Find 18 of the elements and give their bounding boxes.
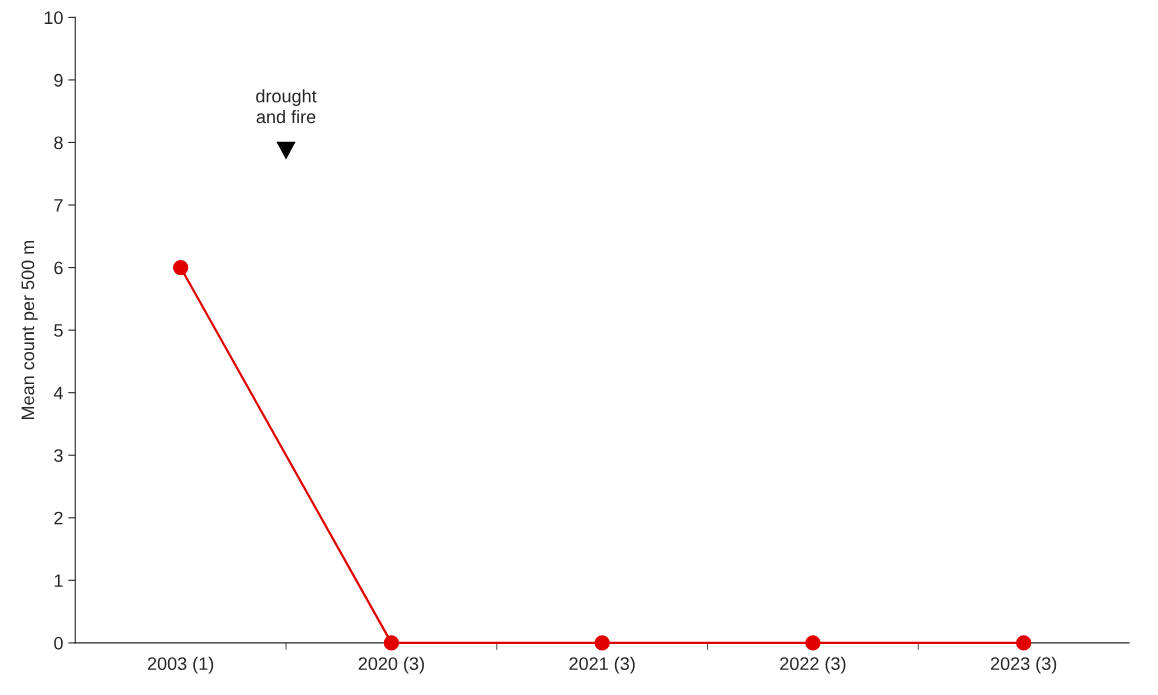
x-tick-label: 2003 (1) bbox=[147, 656, 214, 674]
y-tick-label: 1 bbox=[54, 574, 63, 587]
y-tick-label: 3 bbox=[54, 449, 63, 462]
x-tick-label: 2023 (3) bbox=[990, 656, 1057, 674]
y-tick-label: 7 bbox=[54, 199, 63, 212]
y-tick-label: 10 bbox=[44, 11, 63, 25]
y-axis-title: Mean count per 500 m bbox=[21, 240, 38, 419]
y-tick-label: 9 bbox=[54, 73, 63, 87]
y-tick-label: 2 bbox=[54, 511, 63, 525]
annotation: drought and fire bbox=[256, 89, 317, 124]
x-tick-label: 2020 (3) bbox=[358, 656, 424, 674]
x-tick-label: 2021 (3) bbox=[569, 656, 635, 674]
y-tick-label: 8 bbox=[54, 136, 63, 150]
y-tick-label: 4 bbox=[53, 386, 63, 400]
y-tick-label: 0 bbox=[54, 636, 63, 650]
y-tick-label: 5 bbox=[54, 324, 63, 337]
y-tick-label: 6 bbox=[54, 261, 63, 275]
x-tick-label: 2022 (3) bbox=[780, 656, 846, 674]
